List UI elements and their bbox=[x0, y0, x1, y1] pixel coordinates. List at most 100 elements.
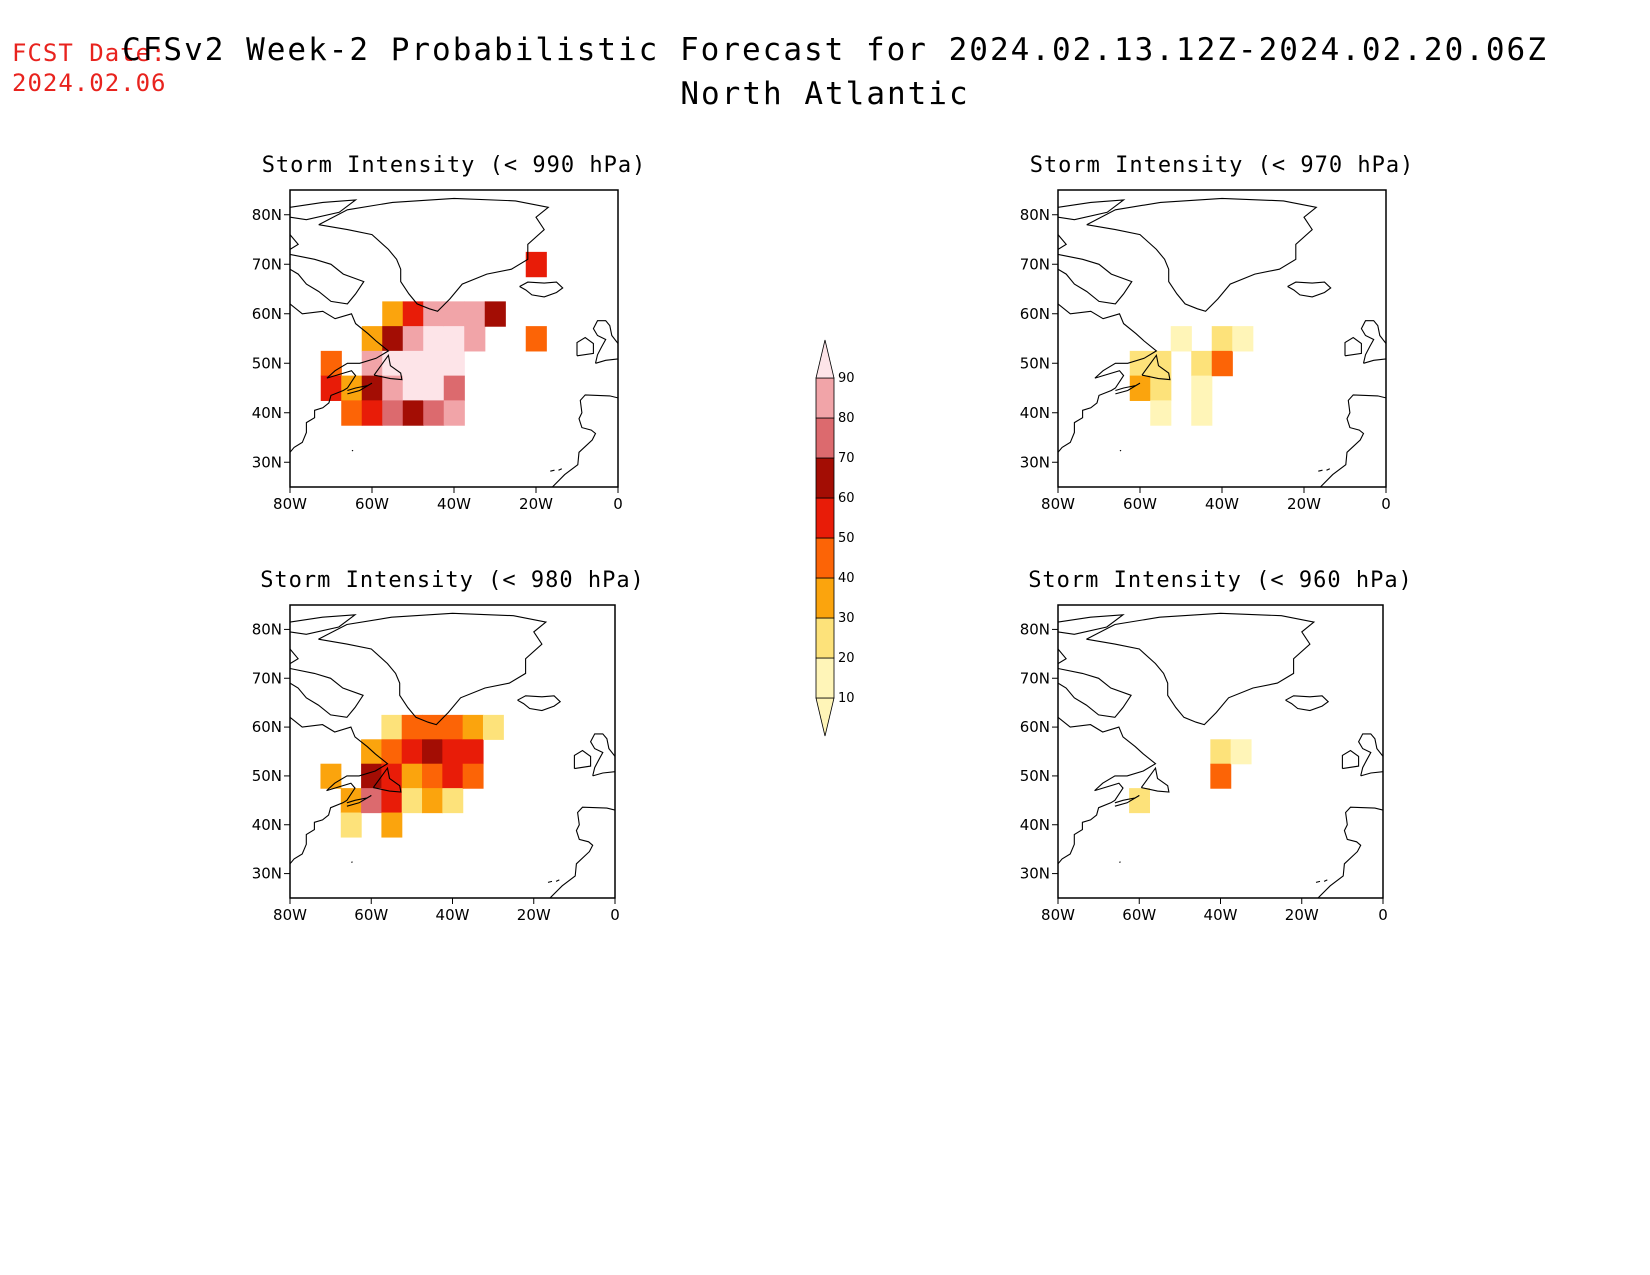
coastline bbox=[549, 806, 615, 898]
probability-cell bbox=[1170, 326, 1192, 352]
probability-cell bbox=[1129, 350, 1151, 377]
probability-cell bbox=[422, 714, 443, 740]
probability-cell bbox=[382, 301, 404, 327]
coastline bbox=[1360, 320, 1386, 364]
y-tick-label: 70N bbox=[1020, 669, 1050, 687]
probability-cell bbox=[320, 350, 342, 377]
y-tick-label: 40N bbox=[252, 404, 282, 422]
x-tick-label: 60W bbox=[354, 906, 388, 924]
colorbar-segment bbox=[815, 617, 835, 659]
coastline bbox=[519, 281, 564, 298]
coastline bbox=[1119, 861, 1121, 863]
panel-title: Storm Intensity (< 980 hPa) bbox=[260, 568, 645, 593]
probability-cell bbox=[401, 763, 423, 789]
coastline bbox=[1119, 449, 1122, 452]
colorbar-segment bbox=[815, 537, 835, 579]
coastline bbox=[290, 716, 389, 865]
probability-cell bbox=[402, 375, 424, 401]
probability-cell bbox=[361, 350, 383, 377]
y-tick-label: 60N bbox=[252, 718, 282, 736]
y-tick-label: 80N bbox=[1020, 206, 1050, 224]
colorbar-label: 90 bbox=[838, 371, 855, 386]
x-tick-label: 80W bbox=[1041, 906, 1075, 924]
coastline bbox=[1326, 468, 1331, 471]
probability-cell bbox=[1129, 788, 1151, 814]
y-tick-label: 30N bbox=[252, 453, 282, 471]
x-tick-label: 40W bbox=[1205, 495, 1239, 513]
probability-cell bbox=[423, 350, 445, 377]
probability-cell bbox=[401, 739, 423, 765]
probability-cell bbox=[361, 763, 383, 789]
colorbar-segment bbox=[815, 577, 835, 619]
coastline bbox=[1058, 667, 1132, 718]
panel-title: Storm Intensity (< 960 hPa) bbox=[1028, 568, 1413, 593]
probability-cell bbox=[525, 251, 547, 278]
coastline bbox=[1344, 336, 1362, 357]
forecast-date-label: FCST Date: bbox=[12, 39, 167, 67]
y-tick-label: 60N bbox=[252, 305, 282, 323]
coastline bbox=[290, 648, 299, 669]
coastline bbox=[290, 614, 357, 635]
probability-cell bbox=[320, 375, 342, 401]
probability-cell bbox=[382, 400, 404, 426]
coastline bbox=[555, 879, 560, 882]
coastline bbox=[1317, 806, 1383, 898]
coastline bbox=[1115, 382, 1141, 395]
y-tick-label: 30N bbox=[1020, 453, 1050, 471]
probability-cell bbox=[341, 375, 363, 401]
probability-cell bbox=[340, 788, 362, 814]
colorbar-label: 60 bbox=[838, 491, 855, 506]
probability-cell bbox=[402, 350, 424, 377]
coastline bbox=[346, 795, 372, 807]
coastline bbox=[347, 382, 373, 395]
probability-cell bbox=[1191, 375, 1213, 401]
forecast-date: FCST Date: 2024.02.06 bbox=[12, 38, 167, 98]
colorbar: 10 20 30 40 50 60 70 80 90 bbox=[815, 339, 855, 737]
colorbar-label: 70 bbox=[838, 451, 855, 466]
coastline bbox=[373, 353, 403, 381]
y-tick-label: 50N bbox=[1020, 354, 1050, 372]
coastline bbox=[290, 199, 358, 221]
probability-cell bbox=[443, 301, 465, 327]
colorbar-label: 30 bbox=[838, 611, 855, 626]
coastline bbox=[351, 861, 353, 863]
coastline bbox=[1341, 749, 1360, 770]
y-tick-label: 50N bbox=[1020, 767, 1050, 785]
probability-cell bbox=[1232, 326, 1254, 352]
colorbar-segment bbox=[815, 657, 835, 699]
probability-cell bbox=[422, 788, 443, 814]
probability-cell bbox=[402, 326, 424, 352]
coastline bbox=[547, 880, 553, 883]
y-tick-label: 70N bbox=[252, 669, 282, 687]
coastline bbox=[1058, 199, 1126, 221]
probability-cell bbox=[442, 763, 464, 789]
coastline bbox=[1140, 766, 1170, 793]
probability-cell bbox=[1211, 326, 1233, 352]
coastline bbox=[1058, 253, 1133, 305]
y-tick-label: 80N bbox=[252, 620, 282, 638]
probability-cell bbox=[464, 301, 486, 327]
probability-cell bbox=[1150, 400, 1172, 426]
panel-title: Storm Intensity (< 990 hPa) bbox=[262, 153, 647, 178]
probability-cell bbox=[1191, 350, 1213, 377]
probability-cell bbox=[1210, 739, 1232, 765]
y-tick-label: 40N bbox=[1020, 816, 1050, 834]
x-tick-label: 80W bbox=[273, 495, 307, 513]
probability-cell bbox=[442, 714, 464, 740]
coastline bbox=[318, 612, 548, 726]
coastline bbox=[290, 303, 390, 453]
probability-cell bbox=[361, 375, 383, 401]
coastline bbox=[1323, 879, 1328, 882]
coastline bbox=[589, 733, 615, 777]
y-tick-label: 50N bbox=[252, 767, 282, 785]
probability-cell bbox=[381, 714, 403, 740]
probability-cell bbox=[382, 326, 404, 352]
x-tick-label: 40W bbox=[1204, 906, 1238, 924]
y-tick-label: 30N bbox=[1020, 865, 1050, 883]
x-tick-label: 20W bbox=[517, 906, 551, 924]
probability-cell bbox=[482, 714, 504, 740]
coastline bbox=[573, 749, 592, 770]
coastline bbox=[290, 253, 365, 305]
probability-cell bbox=[443, 326, 465, 352]
